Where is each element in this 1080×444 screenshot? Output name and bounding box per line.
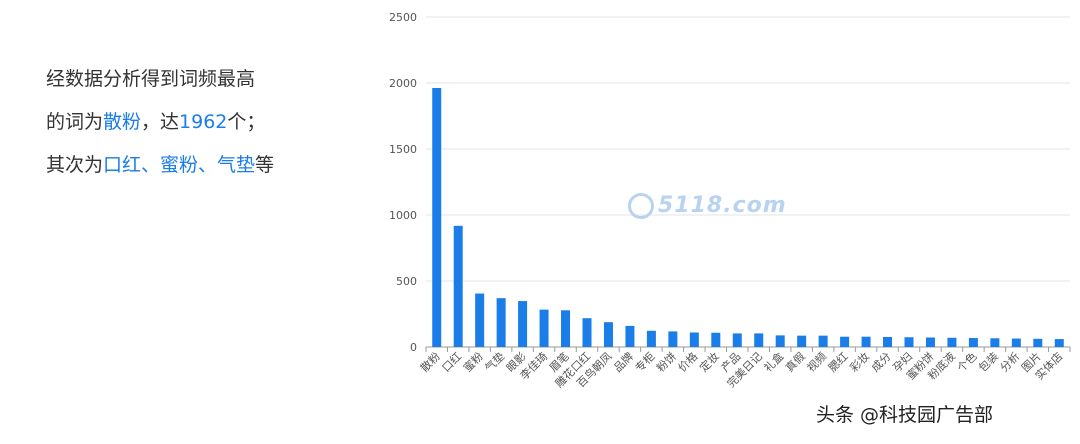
runner-up-words: 口红、蜜粉、气垫: [103, 154, 256, 176]
summary-text: 经数据分析得到词频最高 的词为散粉，达1962个； 其次为口红、蜜粉、气垫等: [46, 58, 366, 187]
bar-定妆: [711, 332, 721, 347]
y-tick-label: 2500: [389, 11, 417, 24]
y-tick-label: 1000: [389, 209, 417, 222]
bar-产品: [732, 333, 742, 347]
bar-包装: [990, 338, 1000, 347]
summary-line2-prefix: 的词为: [46, 111, 104, 133]
x-tick-label: 真假: [782, 349, 807, 374]
x-tick-label: 彩妆: [847, 350, 872, 375]
bar-专柜: [646, 330, 656, 347]
x-tick-label: 散粉: [417, 349, 442, 374]
bar-图片: [1033, 338, 1043, 347]
bar-实体店: [1054, 339, 1064, 347]
bar-完美日记: [754, 333, 764, 347]
y-tick-label: 0: [410, 341, 417, 354]
summary-line-1: 经数据分析得到词频最高: [46, 58, 366, 101]
source-credit: 头条 @科技园广告部: [816, 404, 994, 426]
bar-气垫: [496, 298, 506, 347]
x-tick-label: 腮红: [826, 350, 851, 375]
y-tick-label: 500: [396, 275, 417, 288]
summary-line-3: 其次为口红、蜜粉、气垫等: [46, 144, 366, 187]
bar-散粉: [432, 88, 442, 348]
bar-李佳琦: [539, 309, 549, 347]
x-tick-label: 礼盒: [761, 349, 786, 374]
bar-分析: [1011, 338, 1021, 347]
bar-腮红: [840, 336, 850, 347]
top-word-highlight: 散粉: [103, 111, 142, 133]
bar-粉底液: [947, 337, 957, 347]
x-tick-label: 气垫: [482, 349, 507, 374]
bar-蜜粉饼: [925, 337, 935, 347]
bar-价格: [689, 332, 699, 347]
x-tick-label: 分析: [997, 349, 1022, 374]
bar-礼盒: [775, 335, 785, 347]
y-tick-label: 2000: [389, 77, 417, 90]
bar-品牌: [625, 325, 635, 347]
bar-眉笔: [561, 310, 571, 347]
summary-line-2: 的词为散粉，达1962个；: [46, 101, 366, 144]
bar-真假: [797, 335, 807, 347]
summary-line3-suffix: 等: [255, 154, 275, 176]
x-tick-label: 定妆: [696, 349, 721, 374]
summary-line2-mid: ，达: [141, 111, 180, 133]
bar-成分: [883, 336, 893, 347]
x-tick-label: 口红: [440, 350, 465, 375]
bar-雕花口红: [582, 318, 592, 347]
x-tick-label: 价格: [675, 349, 700, 374]
bar-口红: [453, 225, 463, 347]
x-tick-label: 包装: [976, 350, 1001, 375]
bar-视频: [818, 335, 828, 347]
top-word-count: 1962: [179, 111, 228, 133]
x-tick-label: 蜜粉: [460, 349, 485, 374]
summary-line2-suffix: 个；: [227, 111, 266, 133]
bar-彩妆: [861, 336, 871, 347]
y-tick-label: 1500: [389, 143, 417, 156]
bar-眼影: [518, 301, 528, 347]
bar-百鸟朝凤: [603, 322, 613, 347]
summary-line1-text: 经数据分析得到词频最高: [46, 68, 256, 90]
x-tick-label: 视频: [804, 349, 829, 374]
bar-孕妇: [904, 337, 914, 347]
bar-chart-svg: 05001000150020002500散粉口红蜜粉气垫眼影李佳琦眉笔雕花口红百…: [389, 11, 1071, 390]
word-frequency-chart: 0 500 1000 1500 2000 2500 散粉 口红 蜜粉 气垫 眼影 李佳琦 眉笔 雕花口红百…: [380, 0, 1080, 444]
bar-个色: [968, 338, 978, 347]
x-tick-label: 成分: [869, 350, 894, 375]
x-tick-label: 品牌: [611, 349, 636, 374]
watermark: 5118.com: [628, 193, 787, 219]
watermark-text: 5118.com: [658, 193, 787, 218]
summary-line3-prefix: 其次为: [46, 154, 104, 176]
x-tick-label: 专柜: [632, 349, 657, 374]
bar-蜜粉: [475, 293, 485, 347]
x-tick-label: 个色: [954, 349, 979, 374]
x-tick-label: 粉饼: [654, 349, 679, 374]
bar-粉饼: [668, 331, 678, 347]
watermark-logo-icon: [628, 193, 654, 219]
